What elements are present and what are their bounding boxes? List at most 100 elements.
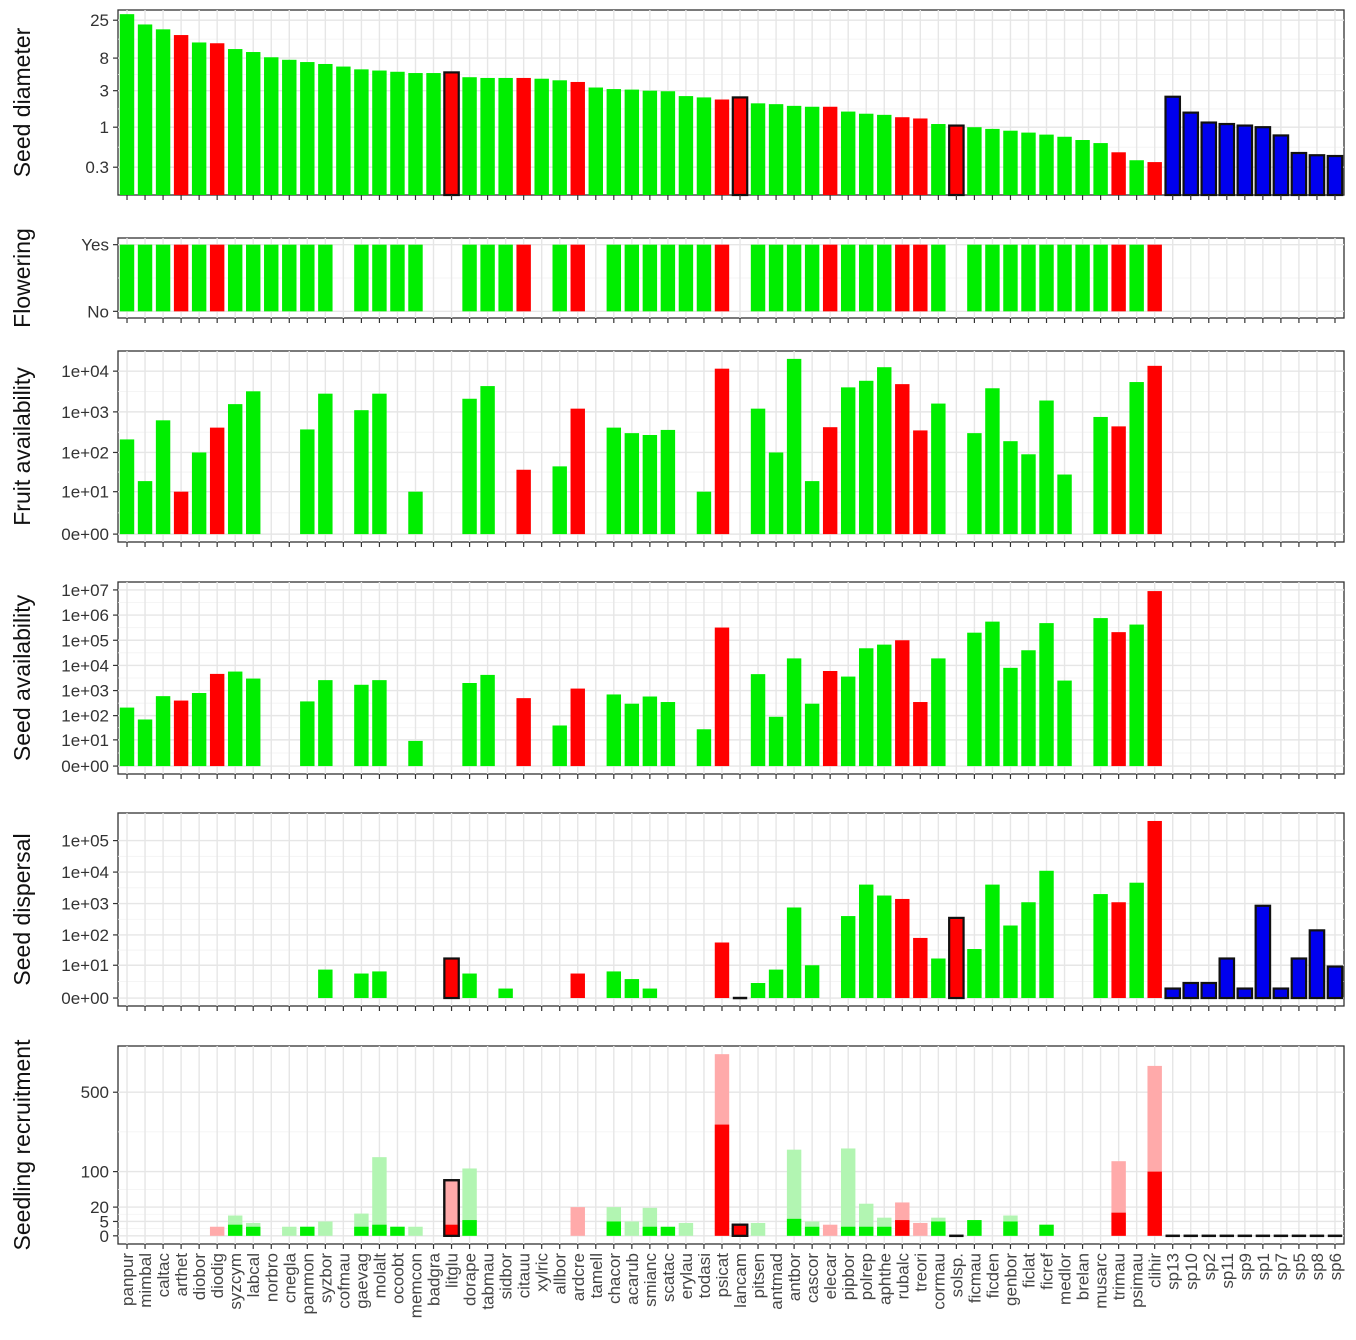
bar-scatac: [660, 429, 676, 535]
bar-ficden: [985, 244, 1000, 312]
bar-litglu: [444, 1224, 459, 1236]
bar-acarub: [624, 979, 640, 999]
bar-panmon: [300, 429, 315, 535]
bar-diobor: [191, 42, 207, 196]
x-tick-label: ficden: [983, 1253, 1002, 1298]
bar-solsp.: [948, 124, 965, 197]
bar-cascor: [804, 965, 820, 999]
bar-ocoobt: [390, 71, 405, 195]
bar-mimbal: [137, 719, 153, 767]
panel-seed-availability: 0e+00 1e+01 1e+02 1e+03 1e+04 1e+05 1e+06 1e+07…: [9, 581, 1345, 779]
x-tick-label: ficmau: [965, 1253, 984, 1303]
bar-arthet: [173, 35, 189, 195]
y-tick-label: 3: [100, 82, 109, 101]
bar-cnegla: [282, 244, 297, 312]
bar-sp10: [1182, 111, 1200, 197]
bar-litglu: [443, 71, 460, 197]
y-tick-label: 1e+02: [61, 443, 109, 462]
bar-arthet: [173, 700, 189, 767]
bar-mimbal: [137, 481, 153, 535]
bar-scatac: [660, 1226, 676, 1236]
bar-smianc: [642, 90, 658, 195]
bar-genbor: [1003, 441, 1018, 535]
bar-pitsen: [750, 983, 766, 999]
bar-treori: [913, 937, 928, 999]
bar-solsp.: [948, 916, 965, 1000]
x-tick-label: badgra: [425, 1252, 444, 1305]
bar-badgra: [426, 73, 441, 195]
bar-rubalc: [895, 244, 910, 312]
bar-ficmau: [967, 433, 982, 535]
x-tick-label: pipbor: [839, 1253, 858, 1301]
y-tick-label: No: [87, 302, 109, 321]
bar-scatac: [660, 702, 676, 767]
bar-cascor: [804, 244, 820, 312]
bar-cormau: [931, 403, 946, 535]
bar-elecar: [822, 670, 838, 767]
y-tick-label: 1e+02: [61, 926, 109, 945]
y-tick-label: 1e+03: [61, 682, 109, 701]
y-tick-label: 1e+01: [61, 483, 109, 502]
bar-musarc: [1093, 416, 1108, 535]
bar-psimau: [1129, 160, 1144, 195]
bar-antbor: [786, 907, 802, 999]
bar-ficlat: [1021, 650, 1036, 767]
bar-antmad: [768, 716, 784, 767]
bar-sp5: [1290, 957, 1308, 1000]
bar-treori: [913, 702, 928, 767]
x-tick-label: cormau: [929, 1253, 948, 1310]
bar-trimau: [1111, 244, 1126, 312]
bar-ficref: [1039, 623, 1054, 767]
x-tick-label: ardcre: [569, 1253, 588, 1301]
bar-treori: [913, 430, 928, 535]
y-axis-title: Seed dispersal: [9, 833, 35, 985]
bar-rubalc: [895, 898, 910, 999]
bar-diodig: [209, 673, 225, 767]
bar-trimau: [1111, 632, 1126, 767]
y-tick-label: 0e+00: [61, 757, 109, 776]
bar-aphthe: [877, 367, 892, 535]
x-tick-label: psimau: [1128, 1253, 1147, 1308]
bar-syzbor: [318, 63, 333, 195]
bar-caltac: [155, 420, 171, 535]
bar-lancam: [732, 1224, 748, 1236]
x-tick-label: aphthe: [875, 1253, 894, 1305]
bar-ocoobt: [390, 1226, 405, 1236]
x-tick-label: brelan: [1074, 1253, 1093, 1300]
y-tick-label: 1e+05: [61, 832, 109, 851]
bar-sp11: [1218, 957, 1236, 1000]
bar-gaevag: [354, 410, 369, 535]
bar-diodig: [209, 427, 225, 535]
bar-musarc: [1093, 894, 1108, 999]
x-tick-label: norbro: [262, 1253, 281, 1302]
x-tick-label: antbor: [785, 1253, 804, 1302]
bar-ficden: [985, 621, 1000, 767]
bar-memcon-total: [408, 1226, 423, 1236]
bar-aphthe: [877, 895, 892, 999]
bar-panmon: [300, 701, 315, 767]
bar-syzcym: [227, 49, 243, 195]
bar-diodig: [209, 43, 225, 196]
bar-ficden: [985, 884, 1000, 999]
bar-dorape-total: [462, 1168, 477, 1236]
bar-sp9: [1236, 124, 1254, 197]
bar-aphthe: [877, 114, 892, 195]
bar-norbro: [264, 244, 279, 312]
y-tick-label: 1e+04: [61, 656, 109, 675]
x-tick-label: ficref: [1038, 1253, 1057, 1290]
bar-genbor: [1003, 667, 1018, 767]
bar-pitsen: [750, 103, 766, 195]
bar-pitsen: [750, 674, 766, 767]
y-tick-label: 1e+01: [61, 956, 109, 975]
x-tick-label: sp11: [1218, 1253, 1237, 1289]
bar-antmad: [768, 452, 784, 535]
bar-memcon: [408, 740, 423, 767]
bar-cascor: [804, 481, 820, 535]
bar-scatac: [660, 244, 676, 312]
x-tick-label: ficlat: [1019, 1253, 1038, 1288]
bar-citauu: [516, 77, 531, 195]
bar-sp8: [1308, 154, 1326, 197]
bar-ardcre: [570, 688, 585, 767]
bar-antbor: [786, 105, 802, 195]
bar-rubalc: [895, 640, 910, 767]
